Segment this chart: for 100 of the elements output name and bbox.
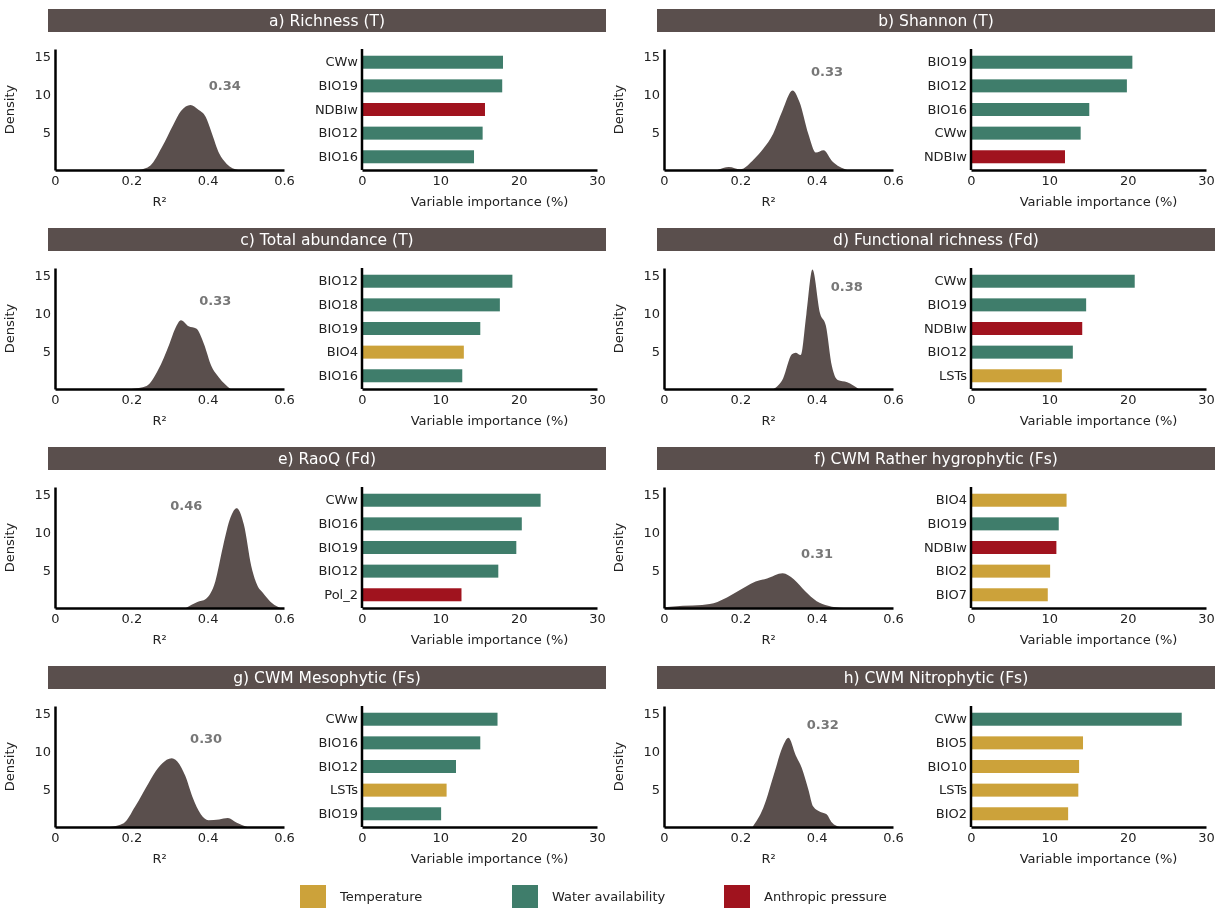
y-tick-label: BIO19 xyxy=(318,805,358,821)
y-tick-label: 5 xyxy=(651,781,660,797)
text: c) Total abundance (T) xyxy=(240,231,414,249)
y-tick-label: LSTs xyxy=(938,782,968,798)
bar xyxy=(971,564,1051,578)
bar xyxy=(971,274,1135,288)
bar xyxy=(971,736,1084,750)
bar xyxy=(362,493,541,507)
bar xyxy=(971,298,1087,312)
y-tick-label: 10 xyxy=(643,744,660,760)
x-tick-label: 0.6 xyxy=(274,173,295,189)
y-tick-label: 15 xyxy=(34,268,51,284)
bar xyxy=(362,760,456,773)
bar xyxy=(362,517,522,531)
annotation: 0.30 xyxy=(190,731,223,747)
y-tick-label: 15 xyxy=(643,487,660,503)
y-tick-label: BIO19 xyxy=(927,297,967,313)
legend-label: Water availability xyxy=(552,889,666,904)
x-tick-label: 0.2 xyxy=(121,173,143,189)
x-axis-title: R² xyxy=(152,632,167,647)
y-tick-label: 15 xyxy=(34,487,51,503)
y-tick-label: CWw xyxy=(934,125,968,141)
y-tick-label: BIO18 xyxy=(318,297,358,313)
x-tick-label: 20 xyxy=(510,173,528,189)
bar xyxy=(971,807,1069,821)
bar xyxy=(362,55,503,69)
y-axis-title: Density xyxy=(2,741,17,792)
x-tick-label: 0 xyxy=(967,392,976,408)
y-tick-label: 15 xyxy=(34,706,51,722)
x-tick-label: 30 xyxy=(1198,392,1215,408)
y-tick-label: 5 xyxy=(42,562,51,578)
y-axis-title: Density xyxy=(611,84,626,135)
x-tick-label: 0.4 xyxy=(197,611,219,627)
x-tick-label: 20 xyxy=(1119,830,1137,846)
y-tick-label: 15 xyxy=(643,49,660,65)
x-tick-label: 0.2 xyxy=(730,392,752,408)
y-tick-label: BIO12 xyxy=(927,344,967,360)
x-tick-label: 0.2 xyxy=(121,392,143,408)
y-tick-label: CWw xyxy=(325,711,359,727)
x-axis-title: R² xyxy=(152,413,167,428)
y-tick-label: 15 xyxy=(643,706,660,722)
x-tick-label: 30 xyxy=(589,173,606,189)
text: a) Richness (T) xyxy=(269,12,385,30)
y-axis-title: Density xyxy=(611,522,626,573)
x-tick-label: 10 xyxy=(1041,611,1059,627)
x-tick-label: 0.6 xyxy=(883,392,904,408)
x-tick-label: 10 xyxy=(432,392,450,408)
y-axis-title: Density xyxy=(611,303,626,354)
bar xyxy=(971,588,1048,602)
x-tick-label: 30 xyxy=(1198,830,1215,846)
bar xyxy=(362,298,500,312)
bar xyxy=(362,369,463,383)
bar xyxy=(971,369,1062,383)
y-tick-label: 5 xyxy=(42,343,51,359)
x-tick-label: 0 xyxy=(660,830,669,846)
bar xyxy=(362,807,442,821)
x-tick-label: 0 xyxy=(967,830,976,846)
x-axis-title: Variable importance (%) xyxy=(410,413,569,428)
x-tick-label: 10 xyxy=(1041,830,1059,846)
y-tick-label: BIO12 xyxy=(927,78,967,94)
x-axis-title: Variable importance (%) xyxy=(410,194,569,209)
x-axis-title: R² xyxy=(152,194,167,209)
y-tick-label: NDBIw xyxy=(314,101,359,117)
bar xyxy=(362,564,499,578)
x-tick-label: 0.6 xyxy=(274,392,295,408)
x-axis-title: Variable importance (%) xyxy=(410,851,569,866)
x-tick-label: 0.4 xyxy=(806,173,828,189)
x-tick-label: 10 xyxy=(432,611,450,627)
y-tick-label: BIO19 xyxy=(927,516,967,532)
x-tick-label: 0.4 xyxy=(197,830,219,846)
bar xyxy=(971,541,1057,554)
bar xyxy=(362,322,481,335)
y-tick-label: BIO19 xyxy=(318,320,358,336)
x-tick-label: 0.4 xyxy=(806,392,828,408)
x-tick-label: 0 xyxy=(51,830,60,846)
x-tick-label: 0 xyxy=(660,173,669,189)
x-tick-label: 0 xyxy=(358,392,367,408)
x-tick-label: 0.4 xyxy=(197,173,219,189)
x-tick-label: 20 xyxy=(1119,392,1137,408)
y-tick-label: BIO16 xyxy=(318,735,358,751)
y-tick-label: BIO16 xyxy=(318,148,358,164)
x-tick-label: 0 xyxy=(51,611,60,627)
y-tick-label: 5 xyxy=(651,562,660,578)
bar xyxy=(971,493,1067,507)
y-tick-label: 15 xyxy=(34,49,51,65)
bar xyxy=(362,712,498,726)
x-tick-label: 0 xyxy=(660,392,669,408)
bar xyxy=(971,345,1073,359)
x-axis-title: R² xyxy=(152,851,167,866)
x-tick-label: 0 xyxy=(967,611,976,627)
y-tick-label: 10 xyxy=(34,87,51,103)
y-tick-label: LSTs xyxy=(329,782,359,798)
x-axis-title: Variable importance (%) xyxy=(1019,632,1178,647)
y-tick-label: BIO19 xyxy=(318,78,358,94)
x-tick-label: 30 xyxy=(1198,173,1215,189)
y-tick-label: 5 xyxy=(42,124,51,140)
x-axis-title: R² xyxy=(761,632,776,647)
x-tick-label: 20 xyxy=(1119,173,1137,189)
y-tick-label: LSTs xyxy=(938,367,968,383)
bar xyxy=(971,55,1133,69)
